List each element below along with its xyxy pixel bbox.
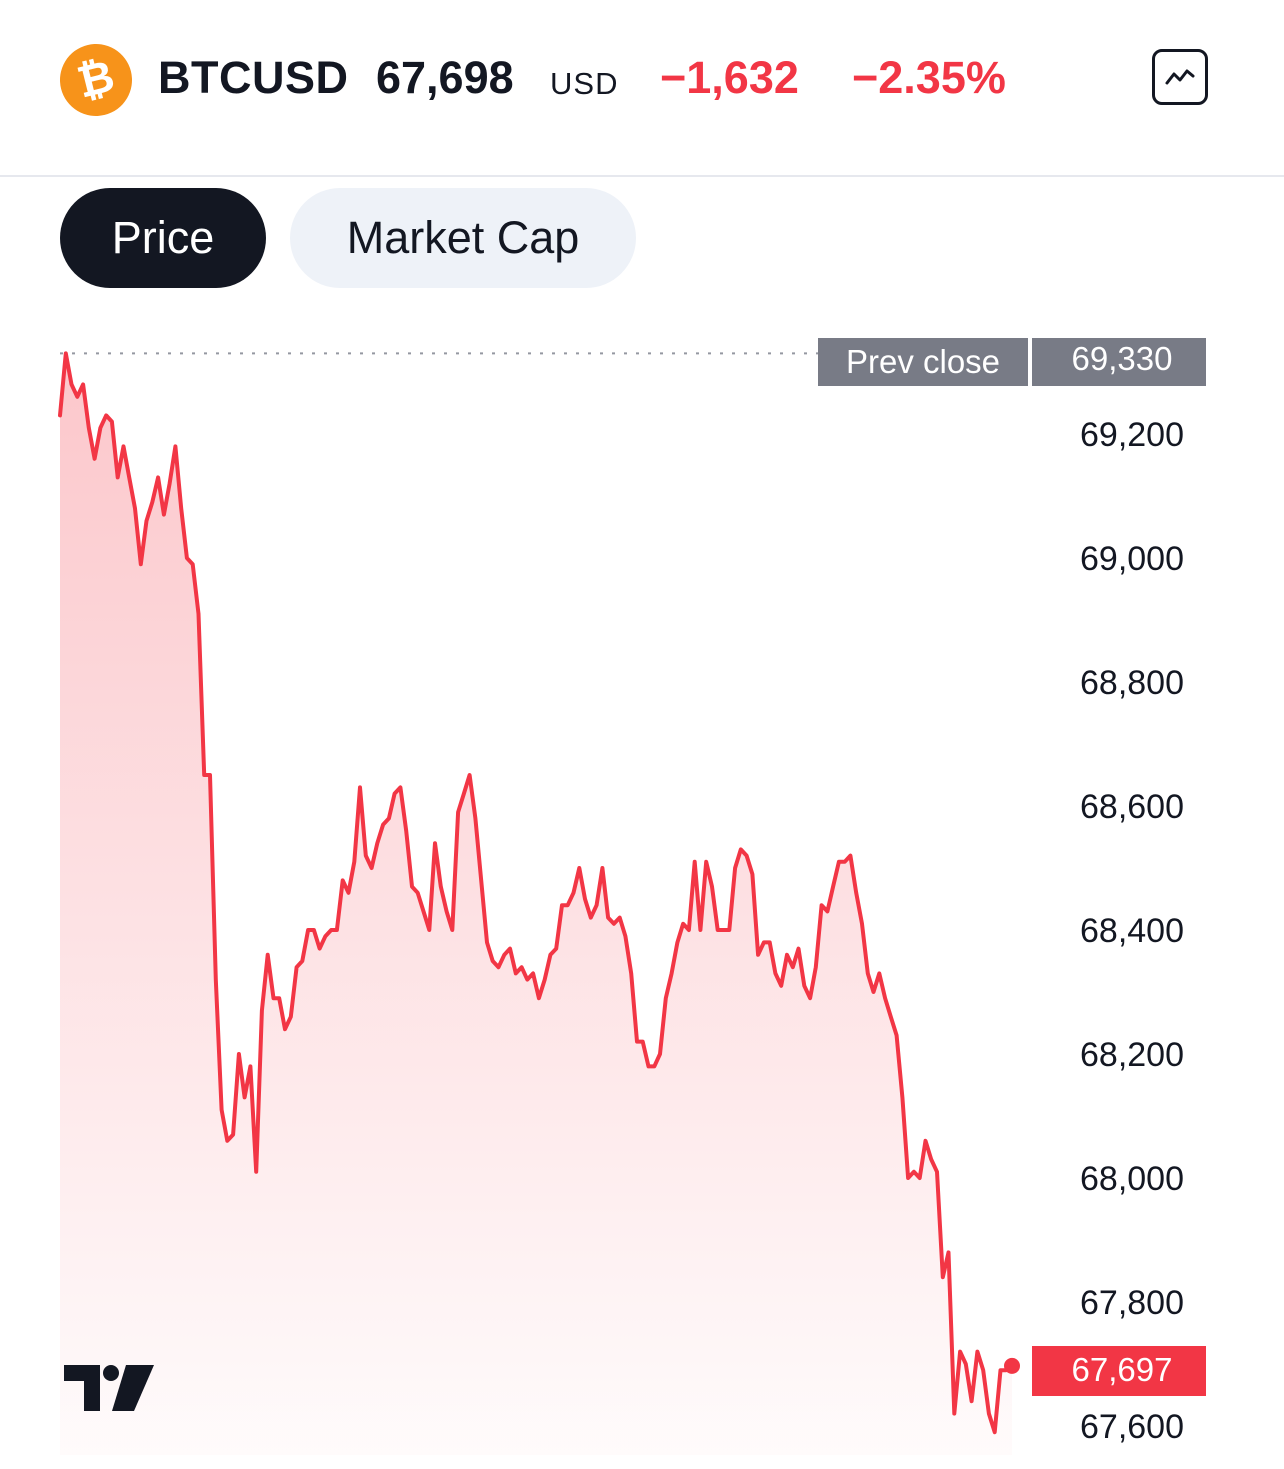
y-tick-label: 68,200 bbox=[1080, 1036, 1184, 1074]
bitcoin-symbol: ₿ bbox=[72, 51, 120, 108]
prev-close-label: Prev close bbox=[846, 343, 1000, 380]
y-tick-label: 69,000 bbox=[1080, 540, 1184, 578]
prev-close-tag: Prev close 69,330 bbox=[818, 338, 1206, 386]
ticker-symbol: BTCUSD bbox=[158, 52, 349, 103]
open-chart-button[interactable] bbox=[1152, 49, 1208, 105]
last-price-dot bbox=[1004, 1357, 1020, 1374]
y-tick-label: 67,800 bbox=[1080, 1284, 1184, 1322]
y-tick-label: 69,200 bbox=[1080, 416, 1184, 454]
tab-price-label: Price bbox=[111, 212, 215, 263]
tab-market-cap[interactable]: Market Cap bbox=[290, 188, 636, 288]
current-price: 67,698 bbox=[376, 52, 514, 103]
prev-close-value: 69,330 bbox=[1072, 340, 1173, 377]
y-tick-label: 67,600 bbox=[1080, 1408, 1184, 1446]
last-price-value: 67,697 bbox=[1072, 1351, 1173, 1388]
y-tick-label: 68,800 bbox=[1080, 664, 1184, 702]
y-axis: 69,200 69,000 68,800 68,600 68,400 68,200 68,0… bbox=[1080, 416, 1184, 1446]
last-price-tag: 67,697 bbox=[1032, 1346, 1206, 1396]
price-area-fill bbox=[60, 353, 1012, 1455]
bitcoin-icon: ₿ bbox=[52, 36, 140, 124]
y-tick-label: 68,400 bbox=[1080, 912, 1184, 950]
currency-label: USD bbox=[550, 66, 619, 101]
line-chart-icon bbox=[1165, 69, 1195, 85]
tradingview-logo bbox=[64, 1365, 154, 1411]
y-tick-label: 68,000 bbox=[1080, 1160, 1184, 1198]
ticker-header: ₿ BTCUSD 67,698 USD −1,632 −2.35% bbox=[0, 0, 1284, 177]
price-change: −1,632 bbox=[660, 52, 799, 103]
price-chart[interactable]: 69,200 69,000 68,800 68,600 68,400 68,200 68,0… bbox=[0, 300, 1284, 1469]
y-tick-label: 68,600 bbox=[1080, 788, 1184, 826]
price-change-percent: −2.35% bbox=[852, 52, 1006, 103]
tab-market-cap-label: Market Cap bbox=[346, 212, 580, 263]
price-line bbox=[58, 351, 1014, 1435]
tab-price[interactable]: Price bbox=[60, 188, 266, 288]
